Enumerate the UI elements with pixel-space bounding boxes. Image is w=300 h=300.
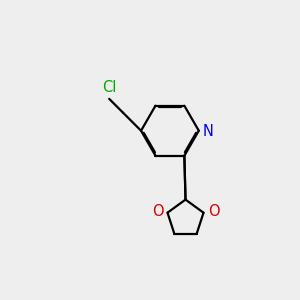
Text: Cl: Cl <box>102 80 116 95</box>
Text: O: O <box>208 204 219 219</box>
Text: N: N <box>202 124 213 140</box>
Text: O: O <box>152 204 163 219</box>
